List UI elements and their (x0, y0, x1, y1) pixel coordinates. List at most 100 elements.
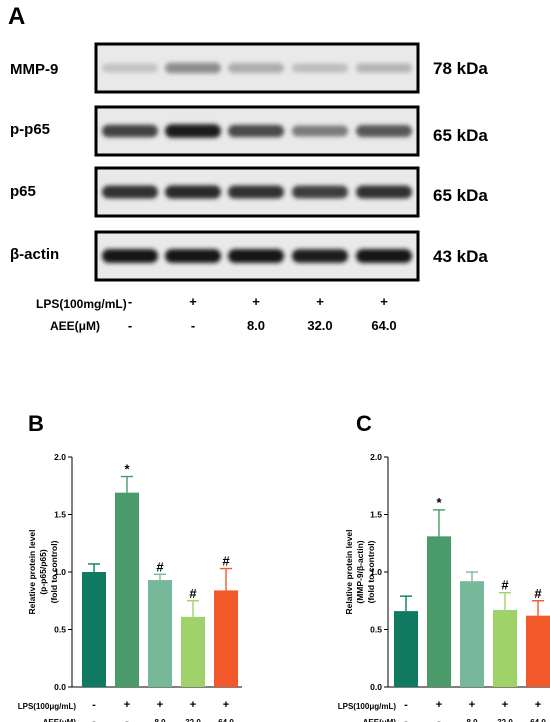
aee-value: - (125, 716, 129, 722)
significance-mark: # (189, 586, 197, 601)
lps-label: LPS(100mg/mL) (36, 297, 127, 311)
blot-label: p65 (10, 183, 36, 200)
bar-chart-c: C 0.0 0.5 1.0 1.5 2.0 Relative protein level(M… (338, 411, 550, 722)
blot-band (165, 62, 221, 74)
significance-mark: # (222, 554, 230, 569)
blot-band (292, 63, 348, 73)
y-tick-label: 1.5 (54, 510, 66, 520)
y-axis-label-line: Relative protein level (27, 529, 37, 614)
blot-band (292, 125, 348, 137)
y-tick-label: 1.0 (54, 567, 66, 577)
aee-value: - (92, 716, 96, 722)
bar (115, 492, 139, 687)
aee-value: 64.0 (371, 318, 396, 333)
significance-mark: # (156, 559, 164, 574)
bar (148, 580, 172, 687)
lps-value: + (157, 699, 163, 711)
lps-label: LPS(100μg/mL) (338, 702, 397, 711)
bar (394, 611, 418, 687)
blot-row-0: MMP-9 78 kDa (10, 42, 488, 94)
aee-value: 32.0 (185, 718, 201, 722)
lps-value: + (316, 294, 324, 309)
lps-value: - (128, 294, 132, 309)
blot-row-2: p65 65 kDa (10, 166, 488, 218)
lps-value: + (124, 699, 130, 711)
aee-value: 32.0 (497, 718, 513, 722)
y-axis-label: Relative protein level(p-p65/p65)(fold t… (27, 529, 59, 614)
lps-value: + (252, 294, 260, 309)
aee-value: 8.0 (466, 718, 478, 722)
bar (181, 616, 205, 687)
aee-value: 8.0 (247, 318, 265, 333)
lps-label: LPS(100μg/mL) (18, 702, 77, 711)
blot-band (228, 249, 284, 263)
y-axis-label: Relative protein level(MMP-9/β-actin)(fo… (344, 529, 376, 614)
significance-mark: * (124, 462, 130, 477)
y-tick-label: 1.5 (370, 510, 382, 520)
y-tick-label: 2.0 (54, 452, 66, 462)
blot-band (228, 63, 284, 73)
blot-band (292, 185, 348, 199)
blot-row-1: p-p65 65 kDa (10, 105, 488, 157)
blot-band (102, 63, 158, 73)
lps-value: - (404, 699, 408, 711)
y-tick-label: 0.0 (54, 682, 66, 692)
bar-chart-b: B 0.0 0.5 1.0 1.5 2.0 Relative protein level(p… (18, 411, 242, 722)
significance-mark: # (534, 586, 542, 601)
blot-band (102, 185, 158, 199)
blot-size: 78 kDa (433, 59, 488, 78)
aee-value: - (437, 716, 441, 722)
bar (214, 590, 238, 687)
blot-band (356, 63, 412, 73)
y-tick-label: 1.0 (370, 567, 382, 577)
blot-band (102, 124, 158, 138)
lps-value: + (502, 699, 508, 711)
blot-band (356, 125, 412, 137)
bar (526, 615, 550, 687)
y-axis-label-line: (MMP-9/β-actin) (355, 540, 365, 603)
aee-label: AEE(μM) (43, 718, 77, 722)
blot-band (165, 249, 221, 263)
aee-value: 8.0 (154, 718, 166, 722)
lps-value: - (92, 699, 96, 711)
lps-value: + (189, 294, 197, 309)
aee-label: AEE(μM) (363, 718, 397, 722)
panel-letter: C (356, 411, 372, 436)
blot-size: 43 kDa (433, 247, 488, 266)
y-tick-label: 0.0 (370, 682, 382, 692)
blot-size: 65 kDa (433, 126, 488, 145)
blot-band (228, 185, 284, 199)
y-tick-label: 0.5 (370, 625, 382, 635)
blot-label: p-p65 (10, 121, 50, 138)
aee-value: - (128, 318, 132, 333)
panel-a-conditions: LPS(100mg/mL) AEE(μM) - + + + + - - 8.0 32.0 64.0 (36, 294, 397, 333)
y-axis-label-line: Relative protein level (344, 529, 354, 614)
aee-value: 32.0 (307, 318, 332, 333)
significance-mark: * (436, 495, 442, 510)
lps-value: + (223, 699, 229, 711)
aee-value: 64.0 (530, 718, 546, 722)
y-tick-label: 0.5 (54, 625, 66, 635)
lps-value: + (469, 699, 475, 711)
blot-band (102, 249, 158, 263)
lps-value: + (436, 699, 442, 711)
blot-band (356, 249, 412, 263)
blot-label: β-actin (10, 246, 59, 263)
y-axis-label-line: (fold to control) (366, 540, 376, 603)
blot-band (228, 124, 284, 138)
y-axis-label-line: (fold to control) (49, 540, 59, 603)
bar (82, 572, 106, 687)
blot-band (292, 249, 348, 263)
blot-size: 65 kDa (433, 186, 488, 205)
panel-letter: B (28, 411, 44, 436)
blot-label: MMP-9 (10, 61, 58, 78)
panel-a-letter: A (8, 3, 25, 30)
lps-value: + (380, 294, 388, 309)
bar (460, 581, 484, 687)
bar (493, 609, 517, 687)
blot-band (165, 124, 221, 138)
lps-value: + (190, 699, 196, 711)
blot-band (356, 185, 412, 199)
bar (427, 536, 451, 687)
